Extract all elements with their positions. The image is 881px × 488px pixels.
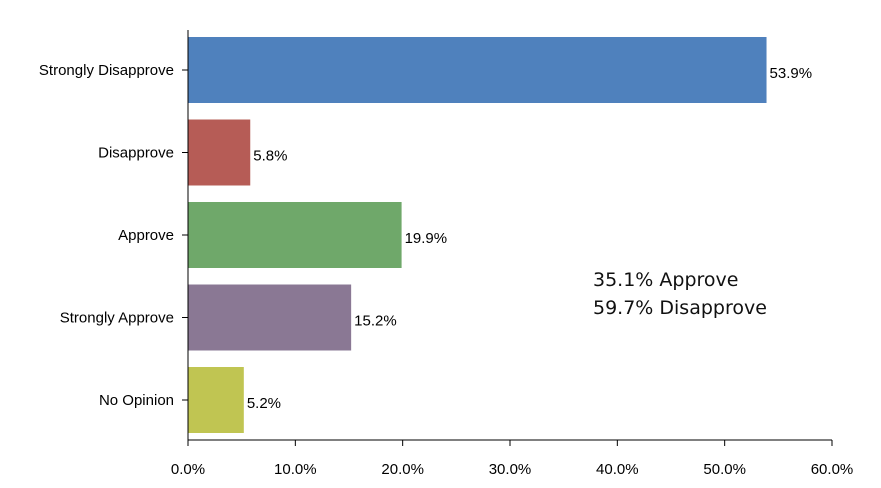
bar-approve [188, 202, 402, 268]
x-tick-label: 50.0% [703, 461, 746, 478]
category-label: Disapprove [98, 145, 174, 162]
x-tick-label: 40.0% [596, 461, 639, 478]
x-tick-label: 20.0% [381, 461, 424, 478]
x-ticks: 0.0% 10.0% 20.0% 30.0% 40.0% 50.0% 60.0% [171, 440, 853, 478]
x-tick-label: 0.0% [171, 461, 205, 478]
category-label: No Opinion [99, 392, 174, 409]
bars-group [188, 37, 767, 433]
bar-no-opinion [188, 367, 244, 433]
category-label: Strongly Disapprove [39, 62, 174, 79]
bar-strongly-disapprove [188, 37, 767, 103]
annotation-disapprove: 59.7% Disapprove [593, 297, 767, 319]
x-tick-label: 60.0% [811, 461, 854, 478]
bar-strongly-approve [188, 284, 352, 351]
data-label: 53.9% [770, 65, 813, 82]
category-labels: Strongly Disapprove Disapprove Approve Stro… [39, 62, 174, 409]
data-labels: 53.9% 5.8% 19.9% 15.2% 5.2% [247, 65, 812, 412]
data-label: 19.9% [405, 230, 448, 247]
category-label: Strongly Approve [60, 310, 174, 327]
annotation-approve: 35.1% Approve [593, 269, 738, 291]
bar-disapprove [188, 119, 251, 186]
data-label: 5.8% [253, 148, 287, 165]
data-label: 5.2% [247, 395, 281, 412]
x-tick-label: 30.0% [489, 461, 532, 478]
x-tick-label: 10.0% [274, 461, 317, 478]
data-label: 15.2% [354, 313, 397, 330]
category-label: Approve [118, 227, 174, 244]
annotation-box: 35.1% Approve 59.7% Disapprove [593, 269, 767, 319]
